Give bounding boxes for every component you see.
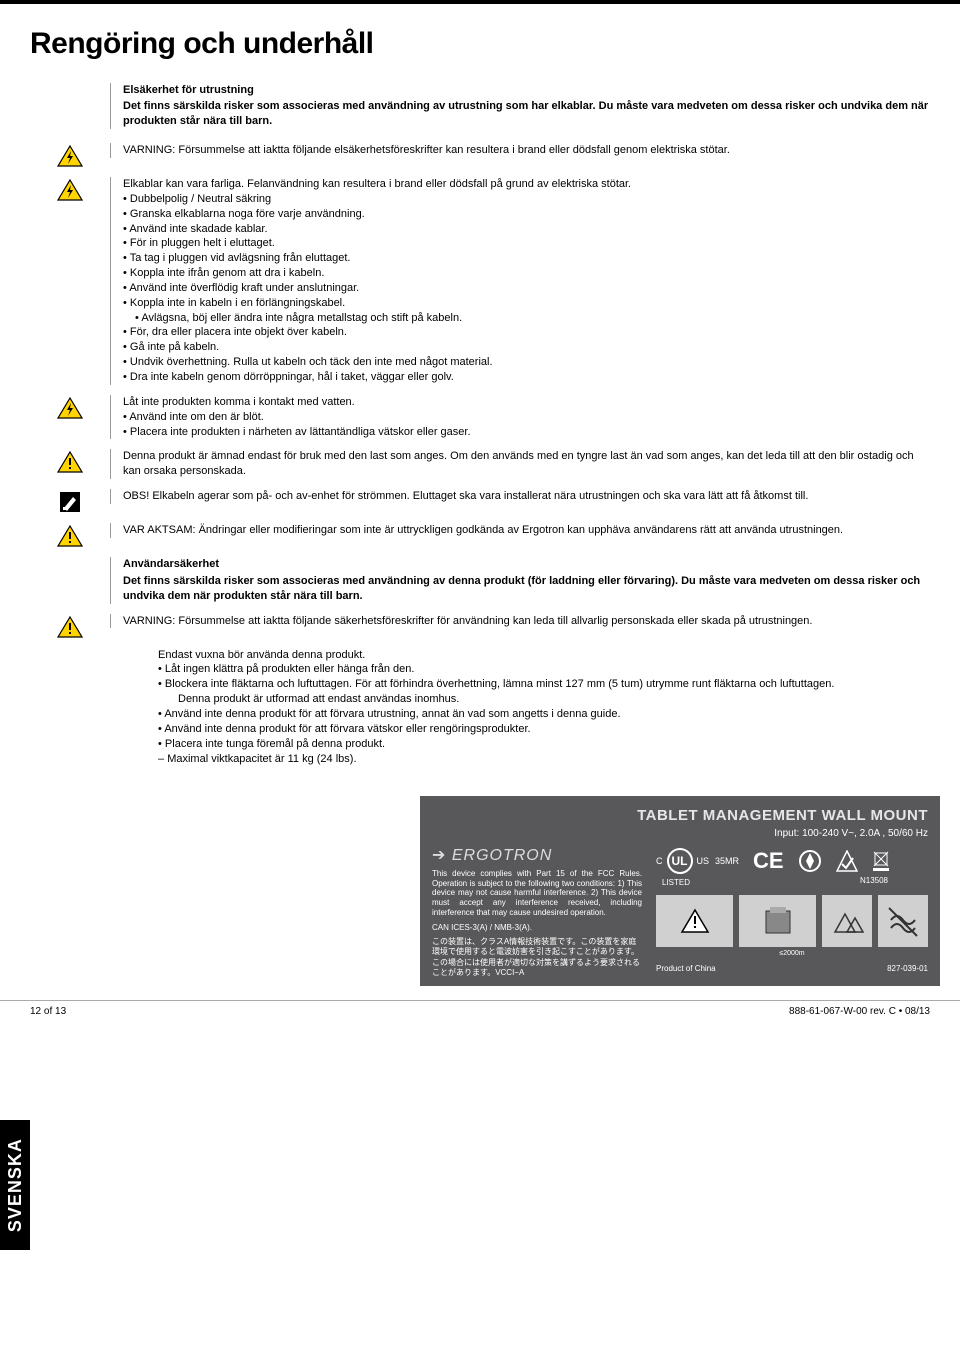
list-item-dash: Maximal viktkapacitet är 11 kg (24 lbs). <box>158 752 930 767</box>
note-icon <box>59 491 81 513</box>
list-item: Placera inte tunga föremål på denna prod… <box>158 737 930 752</box>
vcci-jp: この装置は、クラスA情報技術装置です。この装置を家庭環境で使用すると電波妨害を引… <box>432 937 642 979</box>
list-item: Använd inte denna produkt för att förvar… <box>158 722 930 737</box>
ce-mark: CE <box>753 846 784 876</box>
product-input: Input: 100-240 V~, 2.0A , 50/60 Hz <box>432 827 928 841</box>
product-title: TABLET MANAGEMENT WALL MOUNT <box>432 806 928 826</box>
list-item: Blockera inte fläktarna och luftuttagen.… <box>158 677 930 692</box>
fcc-text: This device complies with Part 15 of the… <box>432 869 642 917</box>
alt-text: ≤2000m <box>656 949 928 958</box>
warning1-text: VARNING: Försummelse att iaktta följande… <box>110 143 930 158</box>
user-safety-heading: Användarsäkerhet <box>123 557 930 572</box>
block2-list: Dubbelpolig / Neutral säkring Granska el… <box>123 192 930 385</box>
product-of-china: Product of China <box>656 964 716 975</box>
list-item: För in pluggen helt i eluttaget. <box>123 236 930 251</box>
language-tab: SVENSKA <box>0 1120 30 1250</box>
product-label: TABLET MANAGEMENT WALL MOUNT Input: 100-… <box>420 796 940 986</box>
pictogram-warning <box>656 895 733 947</box>
block8-list: Låt ingen klättra på produkten eller hän… <box>158 662 930 692</box>
user-safety-text: Det finns särskilda risker som associera… <box>123 574 930 604</box>
warning-electric-icon <box>57 145 83 167</box>
warning-exclaim-icon <box>57 451 83 473</box>
intro-block: Elsäkerhet för utrustning Det finns särs… <box>110 83 930 130</box>
page-title: Rengöring och underhåll <box>30 24 930 65</box>
intro-heading: Elsäkerhet för utrustning <box>123 83 930 98</box>
list-item: Granska elkablarna noga före varje använ… <box>123 207 930 222</box>
pictogram-humidity <box>878 895 928 947</box>
pictogram-altitude <box>822 895 872 947</box>
warning-electric-icon <box>57 397 83 419</box>
list-item: Använd inte om den är blöt. <box>123 410 930 425</box>
list-item: Dra inte kabeln genom dörröppningar, hål… <box>123 370 930 385</box>
block3-intro: Låt inte produkten komma i kontakt med v… <box>123 395 930 410</box>
pictogram-load <box>739 895 816 947</box>
block5-text: OBS! Elkabeln agerar som på- och av-enhe… <box>110 489 930 504</box>
warning2-text: VARNING: Försummelse att iaktta följande… <box>110 614 930 629</box>
list-item: Dubbelpolig / Neutral säkring <box>123 192 930 207</box>
doc-revision: 888-61-067-W-00 rev. C • 08/13 <box>789 1005 930 1019</box>
list-item: Undvik överhettning. Rulla ut kabeln och… <box>123 355 930 370</box>
rcm-tick-icon <box>836 850 858 872</box>
list-item: Placera inte produkten i närheten av lät… <box>123 425 930 440</box>
warning-exclaim-icon <box>57 525 83 547</box>
ul-mark: C UL US 35MR <box>656 848 739 874</box>
list-item: Låt ingen klättra på produkten eller hän… <box>158 662 930 677</box>
brand-logo: ERGOTRON <box>432 846 642 865</box>
list-item: För, dra eller placera inte objekt över … <box>123 325 930 340</box>
intro-text: Det finns särskilda risker som associera… <box>123 99 930 129</box>
block2-intro: Elkablar kan vara farliga. Felanvändning… <box>123 177 930 192</box>
listed-text: LISTED <box>662 878 928 889</box>
list-item: Koppla inte ifrån genom att dra i kabeln… <box>123 266 930 281</box>
block8-sub: Denna produkt är utformad att endast anv… <box>158 692 930 707</box>
block3-list: Använd inte om den är blöt. Placera inte… <box>123 410 930 440</box>
list-item: Avlägsna, böj eller ändra inte några met… <box>123 311 930 326</box>
can-ices: CAN ICES-3(A) / NMB-3(A). <box>432 923 642 933</box>
list-item: Ta tag i pluggen vid avlägsning från elu… <box>123 251 930 266</box>
block6-text: VAR AKTSAM: Ändringar eller modifieringa… <box>110 523 930 538</box>
list-item: Gå inte på kabeln. <box>123 340 930 355</box>
user-safety-block: Användarsäkerhet Det finns särskilda ris… <box>110 557 930 604</box>
warning-exclaim-icon <box>57 616 83 638</box>
list-item: Använd inte denna produkt för att förvar… <box>158 707 930 722</box>
list-item: Koppla inte in kabeln i en förlängningsk… <box>123 296 930 311</box>
page-footer: 12 of 13 888-61-067-W-00 rev. C • 08/13 <box>0 1000 960 1027</box>
block8: Endast vuxna bör använda denna produkt. … <box>150 648 930 767</box>
weee-icon <box>872 850 890 872</box>
n13508: N13508 <box>860 876 888 887</box>
block4-text: Denna produkt är ämnad endast för bruk m… <box>110 449 930 479</box>
list-item: Använd inte överflödig kraft under anslu… <box>123 281 930 296</box>
block8-list2: Använd inte denna produkt för att förvar… <box>158 707 930 766</box>
label-partno: 827-039-01 <box>887 964 928 975</box>
list-item: Använd inte skadade kablar. <box>123 222 930 237</box>
page-number: 12 of 13 <box>30 1005 66 1019</box>
warning-electric-icon <box>57 179 83 201</box>
block8-intro: Endast vuxna bör använda denna produkt. <box>158 648 930 663</box>
rcm-icon <box>798 849 822 873</box>
